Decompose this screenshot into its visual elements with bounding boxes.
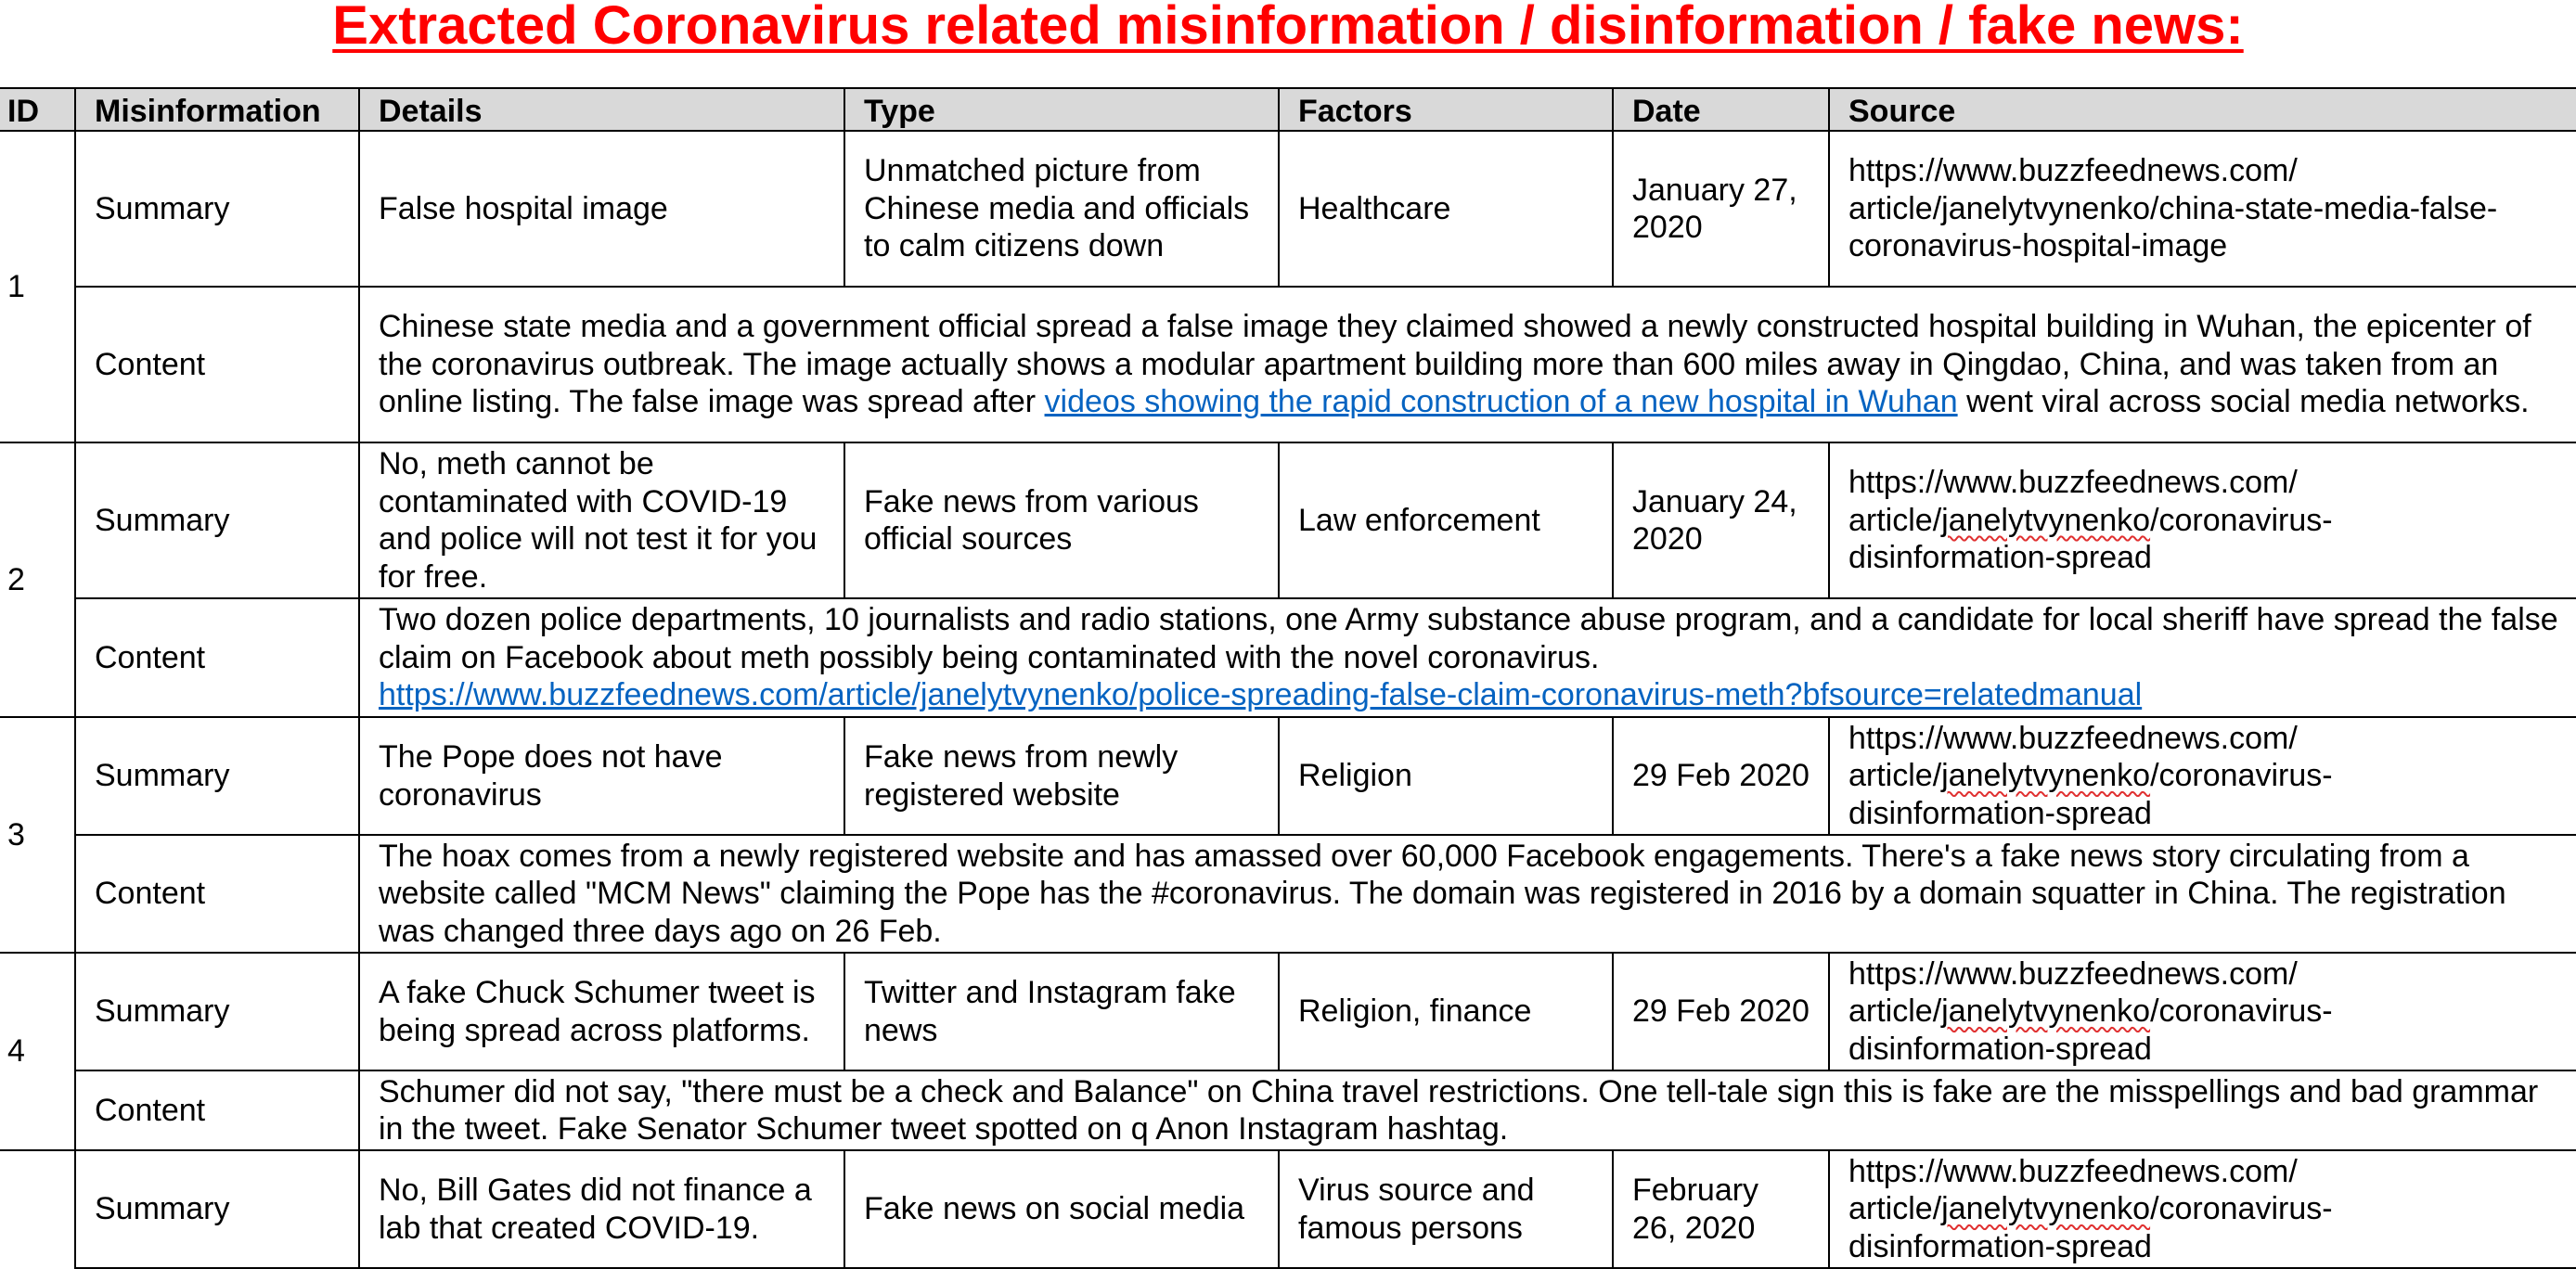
content-link[interactable]: https://www.buzzfeednews.com/article/jan… <box>379 677 2143 713</box>
column-header-date: Date <box>1612 87 1830 132</box>
table-row-content: Content Two dozen police departments, 10… <box>0 597 2576 718</box>
table-row-summary: 4 Summary A fake Chuck Schumer tweet is … <box>0 952 2576 1151</box>
date-cell: January 24, 2020 <box>1612 442 1830 599</box>
column-header-factors: Factors <box>1278 87 1614 132</box>
type-cell: Fake news from various official sources <box>844 442 1280 599</box>
column-header-id: ID <box>0 87 76 132</box>
source-line: https://www.buzzfeednews.com/ <box>1848 955 2298 992</box>
table-row-summary: 1 Summary False hospital image Unmatched… <box>0 130 2576 443</box>
spellcheck-underline: janelytvynenko <box>1941 758 2151 794</box>
row-label-summary: Summary <box>74 1149 360 1269</box>
details-cell: A fake Chuck Schumer tweet is being spre… <box>358 952 845 1071</box>
source-cell: https://www.buzzfeednews.com/article/jan… <box>1828 952 2576 1071</box>
content-cell: Chinese state media and a government off… <box>358 286 2576 443</box>
date-cell: February 26, 2020 <box>1612 1149 1830 1269</box>
content-text: Chinese state media and a government off… <box>379 309 2531 420</box>
source-line: disinformation-spread <box>1848 795 2152 831</box>
row-label-content: Content <box>74 834 360 954</box>
column-header-misinformation: Misinformation <box>74 87 360 132</box>
details-cell: No, Bill Gates did not finance a lab tha… <box>358 1149 845 1269</box>
row-label-summary: Summary <box>74 716 360 836</box>
row-label-summary: Summary <box>74 130 360 288</box>
spellcheck-underline: janelytvynenko <box>1941 502 2151 538</box>
content-text: Two dozen police departments, 10 journal… <box>379 602 2558 675</box>
row-id: 3 <box>0 716 76 954</box>
source-cell: https://www.buzzfeednews.com/article/jan… <box>1828 442 2576 599</box>
content-cell: Schumer did not say, "there must be a ch… <box>358 1070 2576 1151</box>
content-cell: The hoax comes from a newly registered w… <box>358 834 2576 954</box>
table-row-summary: Summary No, Bill Gates did not finance a… <box>0 1149 2576 1269</box>
row-id: 4 <box>0 952 76 1151</box>
source-cell: https://www.buzzfeednews.com/article/jan… <box>1828 1149 2576 1269</box>
row-label-content: Content <box>74 1070 360 1151</box>
type-cell: Fake news on social media <box>844 1149 1280 1269</box>
page-title: Extracted Coronavirus related misinforma… <box>332 0 2244 56</box>
factors-cell: Virus source and famous persons <box>1278 1149 1614 1269</box>
table-row-content: Content Chinese state media and a govern… <box>0 286 2576 443</box>
type-cell: Twitter and Instagram fake news <box>844 952 1280 1071</box>
source-segment: article/ <box>1848 758 1942 794</box>
source-cell: https://www.buzzfeednews.com/article/jan… <box>1828 130 2576 288</box>
factors-cell: Religion <box>1278 716 1614 836</box>
column-header-type: Type <box>844 87 1280 132</box>
source-line: article/janelytvynenko/china-state-media… <box>1848 190 2498 226</box>
content-text: went viral across social media networks. <box>1957 384 2530 420</box>
source-segment: article/ <box>1848 993 1942 1030</box>
date-cell: 29 Feb 2020 <box>1612 952 1830 1071</box>
source-segment: /coronavirus- <box>2150 758 2333 794</box>
spellcheck-underline: janelytvynenko <box>1941 1191 2151 1227</box>
column-header-source: Source <box>1828 87 2576 132</box>
row-label-content: Content <box>74 286 360 443</box>
row-label-content: Content <box>74 597 360 718</box>
table-row-summary: 3 Summary The Pope does not have coronav… <box>0 716 2576 954</box>
column-header-details: Details <box>358 87 845 132</box>
source-segment: /coronavirus- <box>2150 502 2333 538</box>
details-cell: False hospital image <box>358 130 845 288</box>
content-cell: Two dozen police departments, 10 journal… <box>358 597 2576 718</box>
source-line: disinformation-spread <box>1848 1228 2152 1264</box>
source-line: https://www.buzzfeednews.com/ <box>1848 465 2298 501</box>
source-line: https://www.buzzfeednews.com/ <box>1848 720 2298 756</box>
source-line: https://www.buzzfeednews.com/ <box>1848 153 2298 189</box>
source-line: coronavirus-hospital-image <box>1848 228 2228 264</box>
source-line: disinformation-spread <box>1848 1031 2152 1067</box>
row-id: 2 <box>0 442 76 718</box>
type-cell: Fake news from newly registered website <box>844 716 1280 836</box>
misinformation-table: ID Misinformation Details Type Factors D… <box>0 87 2576 1269</box>
header-row: ID Misinformation Details Type Factors D… <box>0 87 2576 132</box>
type-cell: Unmatched picture from Chinese media and… <box>844 130 1280 288</box>
content-link[interactable]: videos showing the rapid construction of… <box>1044 384 1958 420</box>
source-segment: /coronavirus- <box>2150 993 2333 1030</box>
factors-cell: Healthcare <box>1278 130 1614 288</box>
details-cell: The Pope does not have coronavirus <box>358 716 845 836</box>
source-line: https://www.buzzfeednews.com/ <box>1848 1153 2298 1189</box>
source-segment: /coronavirus- <box>2150 1191 2333 1227</box>
table-row-summary: 2 Summary No, meth cannot be contaminate… <box>0 442 2576 718</box>
spellcheck-underline: janelytvynenko <box>1941 993 2151 1030</box>
date-cell: January 27, 2020 <box>1612 130 1830 288</box>
source-segment: article/ <box>1848 502 1942 538</box>
row-id <box>0 1149 76 1268</box>
row-label-summary: Summary <box>74 442 360 599</box>
details-cell: No, meth cannot be contaminated with COV… <box>358 442 845 599</box>
source-cell: https://www.buzzfeednews.com/article/jan… <box>1828 716 2576 836</box>
source-line: disinformation-spread <box>1848 540 2152 576</box>
date-cell: 29 Feb 2020 <box>1612 716 1830 836</box>
row-label-summary: Summary <box>74 952 360 1071</box>
source-segment: article/ <box>1848 1191 1942 1227</box>
table-row-content: Content Schumer did not say, "there must… <box>0 1070 2576 1151</box>
factors-cell: Religion, finance <box>1278 952 1614 1071</box>
factors-cell: Law enforcement <box>1278 442 1614 599</box>
table-row-content: Content The hoax comes from a newly regi… <box>0 834 2576 954</box>
row-id: 1 <box>0 130 76 443</box>
